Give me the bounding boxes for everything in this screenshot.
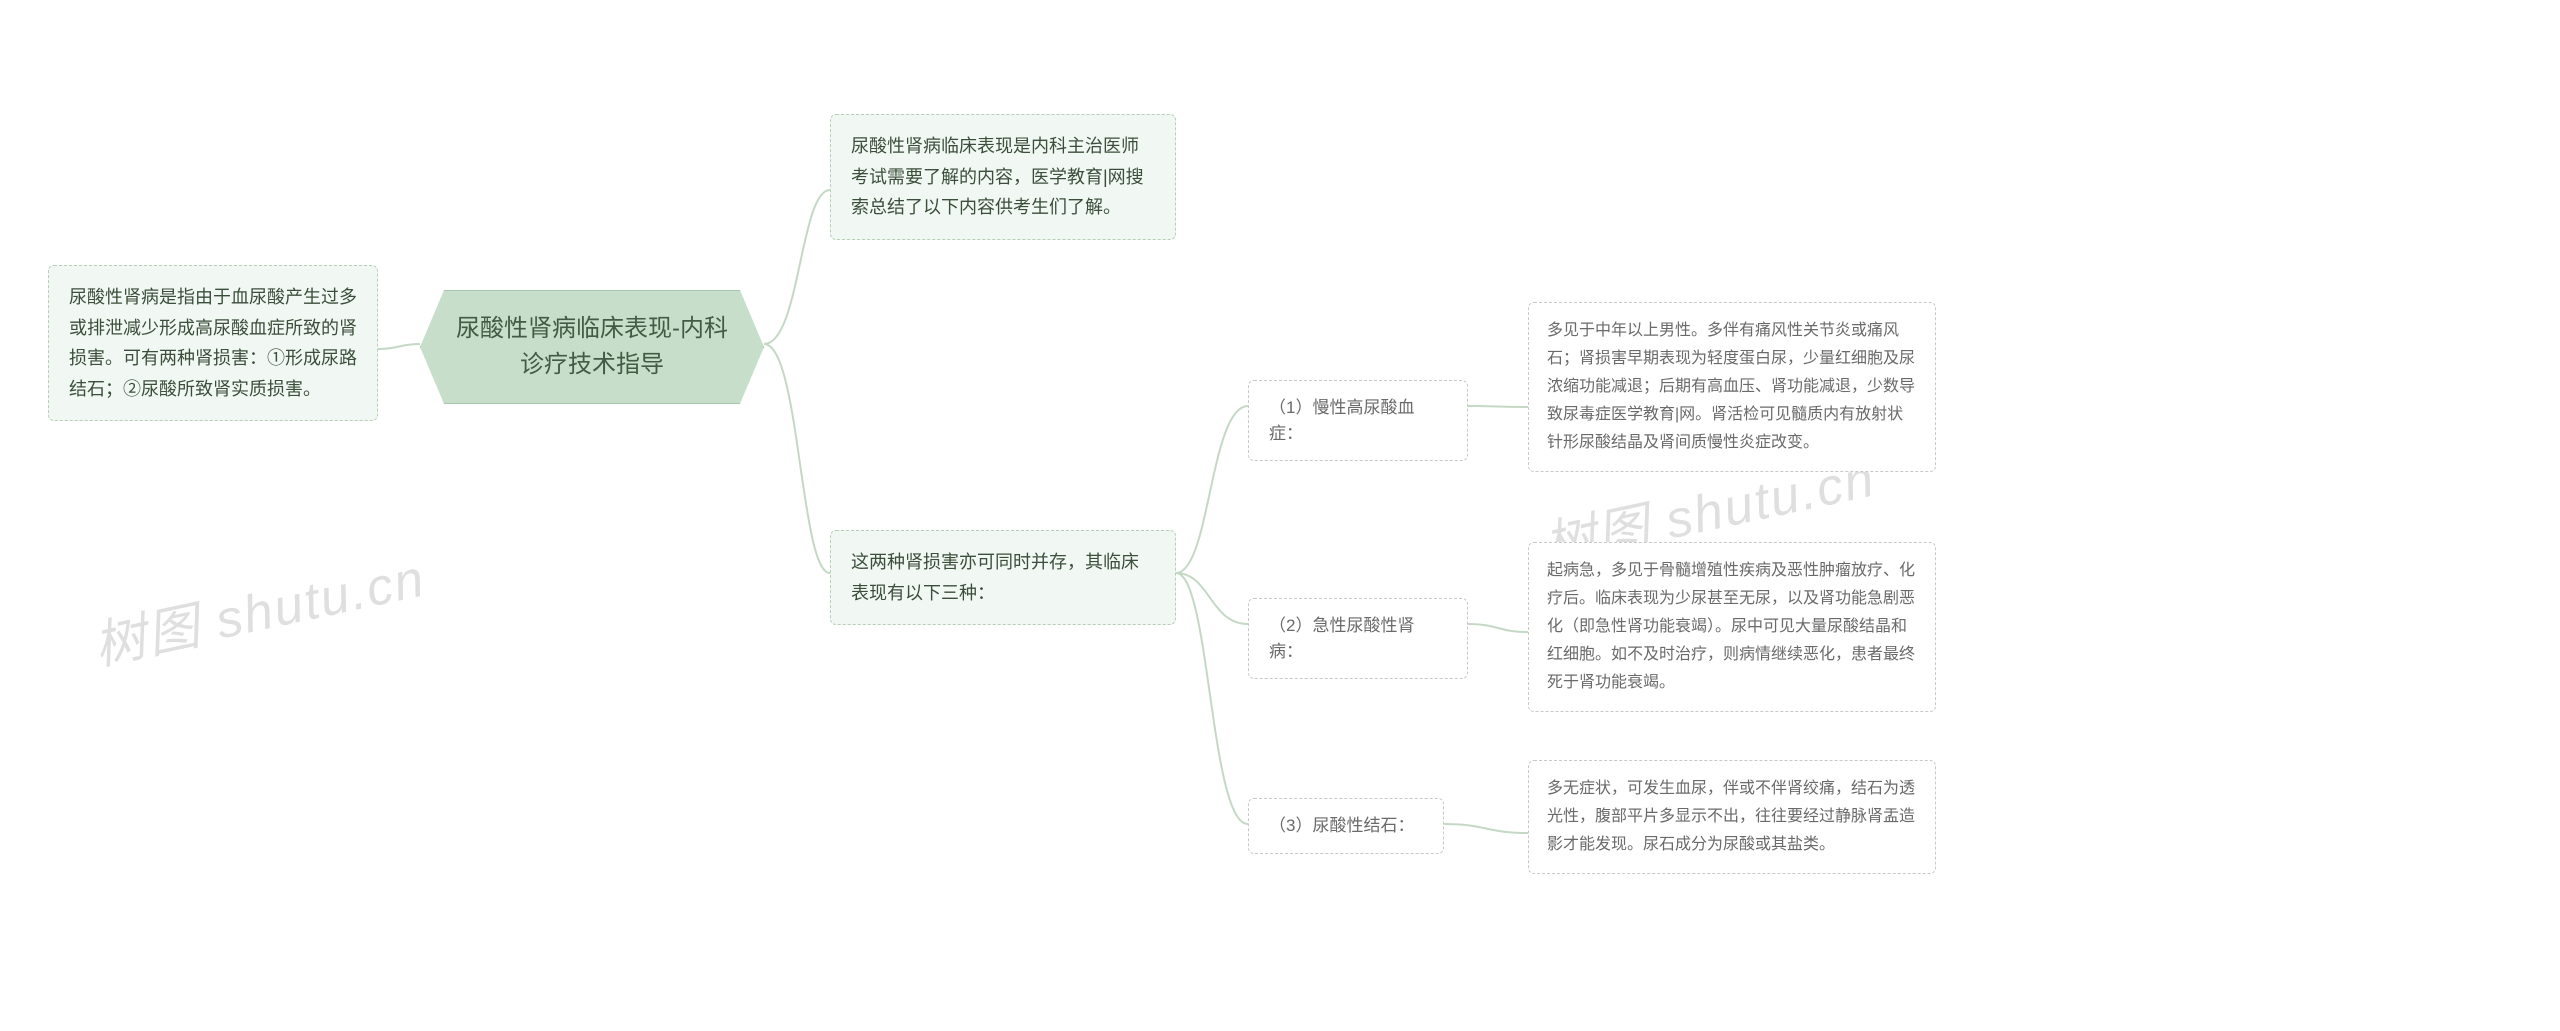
type-desc-3: 多无症状，可发生血尿，伴或不伴肾绞痛，结石为透光性，腹部平片多显示不出，往往要经… <box>1528 760 1936 874</box>
root-text: 尿酸性肾病临床表现-内科诊疗技术指导 <box>456 315 728 378</box>
definition-node: 尿酸性肾病是指由于血尿酸产生过多或排泄减少形成高尿酸血症所致的肾损害。可有两种肾… <box>48 265 378 421</box>
intro-node: 尿酸性肾病临床表现是内科主治医师考试需要了解的内容，医学教育|网搜索总结了以下内… <box>830 114 1176 240</box>
type-label-1: （1）慢性高尿酸血症： <box>1248 380 1468 461</box>
type-label-3-text: （3）尿酸性结石： <box>1269 816 1414 835</box>
root-node: 尿酸性肾病临床表现-内科诊疗技术指导 <box>420 290 764 404</box>
type-desc-2-text: 起病急，多见于骨髓增殖性疾病及恶性肿瘤放疗、化疗后。临床表现为少尿甚至无尿，以及… <box>1547 562 1915 691</box>
type-label-2-text: （2）急性尿酸性肾病： <box>1269 616 1414 661</box>
type-desc-1: 多见于中年以上男性。多伴有痛风性关节炎或痛风石；肾损害早期表现为轻度蛋白尿，少量… <box>1528 302 1936 472</box>
type-desc-1-text: 多见于中年以上男性。多伴有痛风性关节炎或痛风石；肾损害早期表现为轻度蛋白尿，少量… <box>1547 322 1915 451</box>
definition-text: 尿酸性肾病是指由于血尿酸产生过多或排泄减少形成高尿酸血症所致的肾损害。可有两种肾… <box>69 287 357 399</box>
intro-text: 尿酸性肾病临床表现是内科主治医师考试需要了解的内容，医学教育|网搜索总结了以下内… <box>851 136 1144 217</box>
type-label-3: （3）尿酸性结石： <box>1248 798 1444 854</box>
type-desc-2: 起病急，多见于骨髓增殖性疾病及恶性肿瘤放疗、化疗后。临床表现为少尿甚至无尿，以及… <box>1528 542 1936 712</box>
type-label-2: （2）急性尿酸性肾病： <box>1248 598 1468 679</box>
types-intro-text: 这两种肾损害亦可同时并存，其临床表现有以下三种： <box>851 552 1139 603</box>
watermark: 树图 shutu.cn <box>86 536 431 679</box>
types-intro-node: 这两种肾损害亦可同时并存，其临床表现有以下三种： <box>830 530 1176 625</box>
type-label-1-text: （1）慢性高尿酸血症： <box>1269 398 1414 443</box>
connector-layer <box>0 0 2560 1031</box>
type-desc-3-text: 多无症状，可发生血尿，伴或不伴肾绞痛，结石为透光性，腹部平片多显示不出，往往要经… <box>1547 780 1915 853</box>
